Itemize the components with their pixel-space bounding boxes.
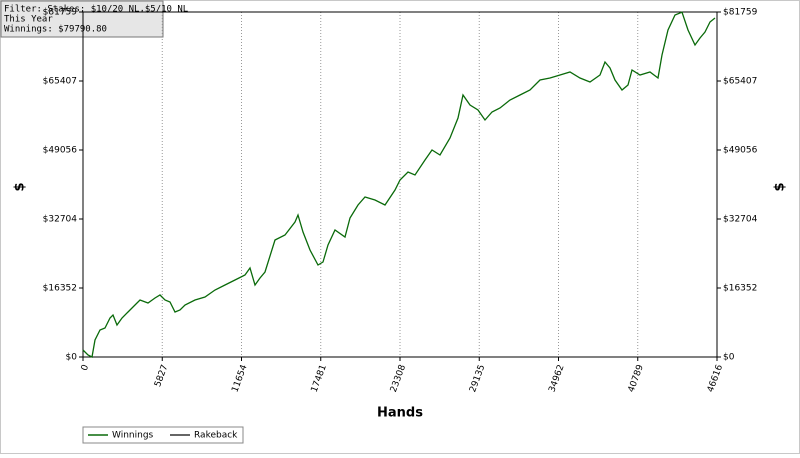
x-tick-label: 0	[80, 363, 91, 372]
info-box: Filter: Stakes: $10/20 NL,$5/10 NL This …	[0, 0, 188, 38]
y-tick-label: $49056	[43, 145, 78, 155]
annotation: Winnings: $79790.80	[4, 25, 107, 35]
y-axis-label: $	[13, 182, 28, 191]
series-line	[82, 11, 716, 358]
annotation: This Year	[4, 15, 53, 25]
y-tick-label: $81759	[43, 8, 78, 18]
y2-tick-label: $16352	[723, 283, 757, 293]
legend-label: Winnings	[112, 431, 154, 441]
y2-tick-label: $32704	[723, 214, 758, 224]
y2-tick-label: $49056	[723, 145, 758, 155]
y2-axis-label: $	[773, 182, 788, 191]
legend-label: Rakeback	[194, 431, 238, 441]
y-tick-label: $16352	[43, 283, 77, 293]
info-box-bg	[0, 0, 164, 38]
y2-tick-label: $65407	[723, 77, 757, 87]
legend-box	[82, 426, 244, 444]
x-axis-label: Hands	[377, 406, 423, 421]
legend: Winnings Rakeback	[82, 426, 244, 444]
annotation: Filter: Stakes: $10/20 NL,$5/10 NL	[4, 5, 188, 15]
y-tick-label: $0	[66, 353, 78, 363]
y2-tick-label: $81759	[723, 8, 758, 18]
y2-tick-label: $0	[723, 353, 735, 363]
plot-frame	[82, 11, 718, 358]
y-tick-label: $32704	[43, 214, 78, 224]
y-tick-label: $65407	[43, 77, 77, 87]
